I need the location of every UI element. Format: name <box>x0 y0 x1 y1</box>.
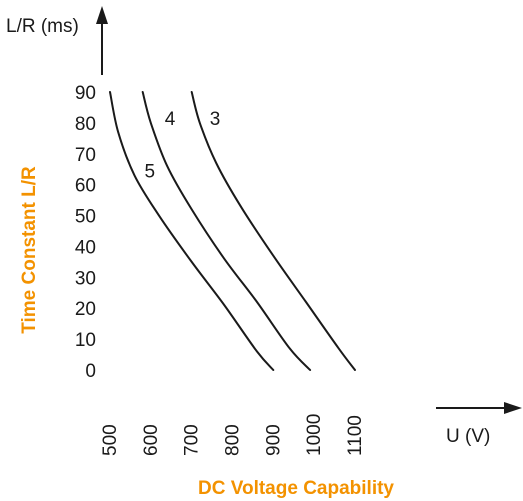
y-tick-label: 40 <box>75 237 96 258</box>
y-tick-label: 30 <box>75 268 96 289</box>
y-tick-label: 70 <box>75 145 96 166</box>
x-tick-label: 500 <box>100 424 121 456</box>
y-tick-labels: 90 80 70 60 50 40 30 20 10 0 <box>75 83 96 382</box>
series-line-5 <box>109 91 275 371</box>
y-tick-label: 80 <box>75 114 96 135</box>
series-line-3 <box>190 91 356 371</box>
series-curves <box>109 91 356 371</box>
x-tick-label: 1100 <box>345 415 366 456</box>
y-axis-arrow <box>96 6 108 24</box>
series-label-4: 4 <box>165 109 176 130</box>
x-tick-label: 1000 <box>304 414 325 456</box>
y-tick-label: 60 <box>75 176 96 197</box>
y-tick-label: 90 <box>75 83 96 104</box>
series-label-5: 5 <box>145 161 156 182</box>
x-axis-arrow <box>504 402 522 414</box>
x-tick-label: 900 <box>263 424 284 456</box>
x-tick-labels: 500 600 700 800 900 1000 1100 <box>100 414 366 456</box>
y-tick-label: 0 <box>85 361 96 382</box>
series-labels: 3 4 5 <box>145 109 221 182</box>
y-axis-title: Time Constant L/R <box>19 166 40 334</box>
y-tick-label: 20 <box>75 299 96 320</box>
series-label-3: 3 <box>210 109 221 130</box>
y-tick-label: 10 <box>75 330 96 351</box>
x-unit-label: U (V) <box>446 426 490 447</box>
x-tick-label: 700 <box>182 424 203 456</box>
series-line-4 <box>141 91 312 371</box>
x-axis-title: DC Voltage Capability <box>198 478 394 499</box>
x-tick-label: 600 <box>141 424 162 456</box>
y-tick-label: 50 <box>75 207 96 228</box>
y-unit-label: L/R (ms) <box>6 16 79 37</box>
x-tick-label: 800 <box>223 424 244 456</box>
